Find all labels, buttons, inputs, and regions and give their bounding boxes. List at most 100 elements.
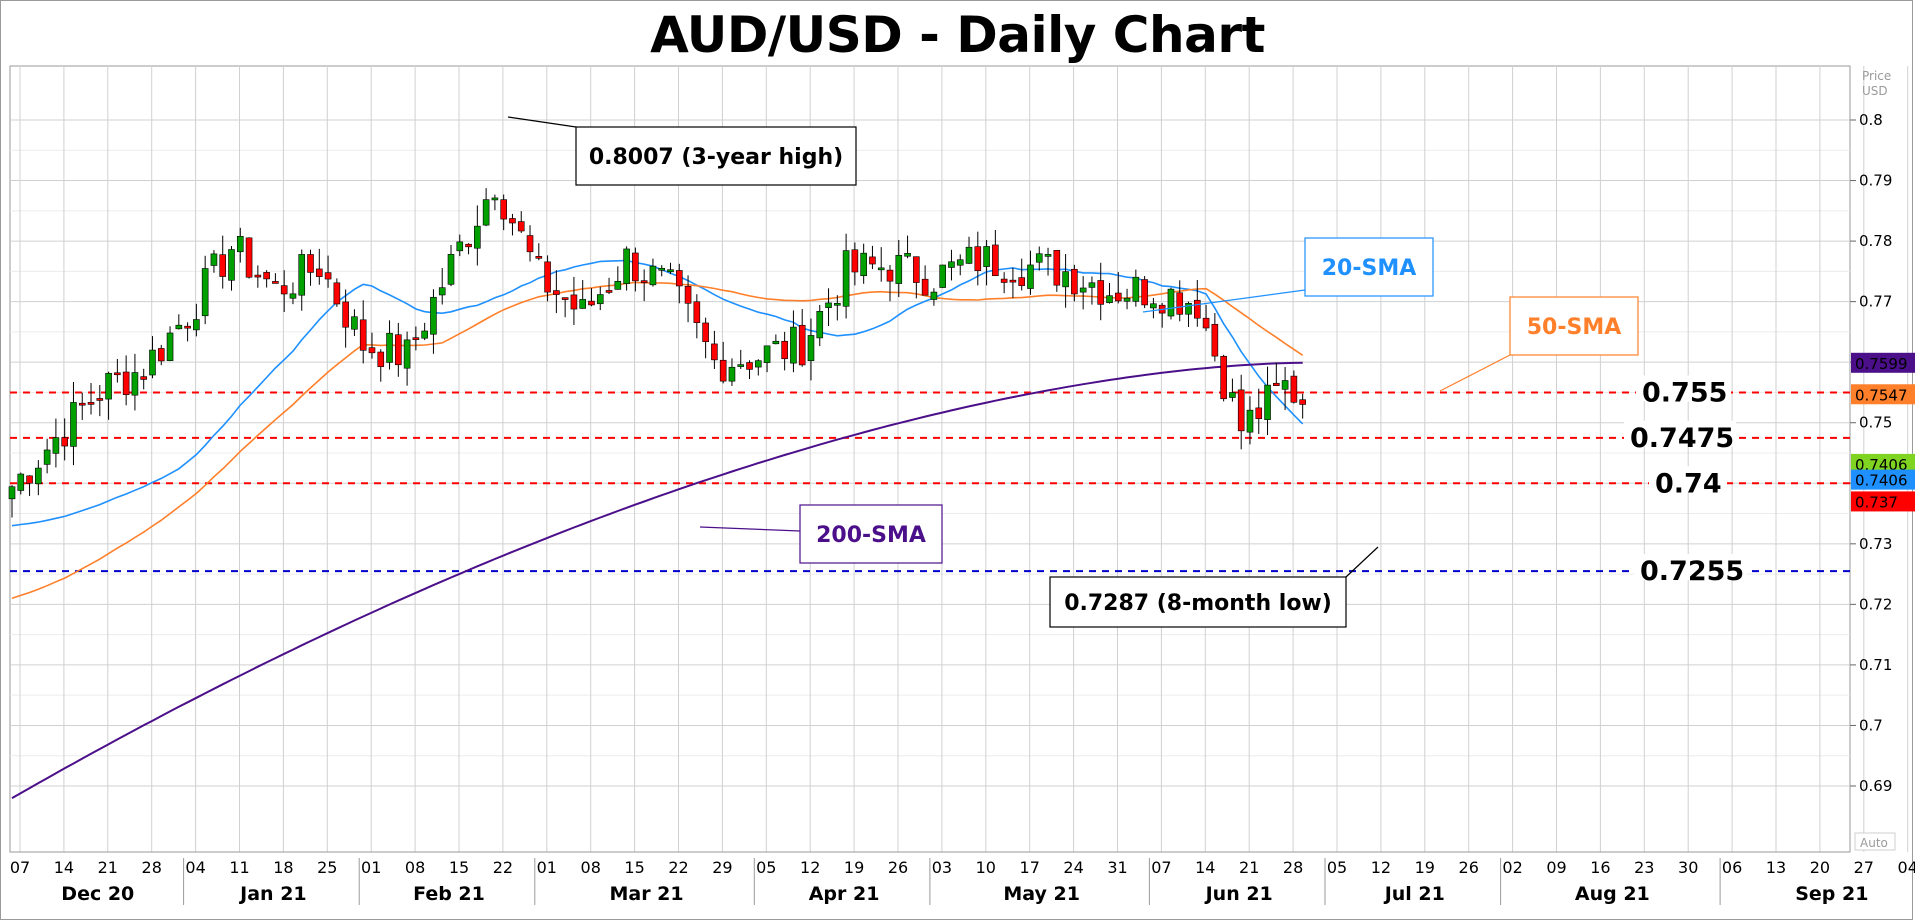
candle-body bbox=[570, 294, 578, 310]
candle-body bbox=[702, 322, 709, 343]
tag-price-green-text: 0.7406 bbox=[1855, 456, 1908, 474]
candle-body bbox=[649, 265, 657, 286]
x-tick-label: 25 bbox=[317, 858, 337, 877]
y-tick-label: 0.69 bbox=[1859, 777, 1892, 795]
x-tick-label: 28 bbox=[1283, 858, 1303, 877]
candle-body bbox=[61, 437, 68, 447]
x-tick-label: 04 bbox=[185, 858, 205, 877]
candle-body bbox=[307, 254, 314, 273]
x-month-label: Apr 21 bbox=[809, 883, 880, 905]
x-tick-label: 12 bbox=[800, 858, 820, 877]
candle-body bbox=[245, 237, 253, 278]
candle-body bbox=[834, 302, 841, 306]
candle-body bbox=[456, 241, 464, 252]
x-month-label: Sep 21 bbox=[1795, 883, 1868, 905]
candle-body bbox=[219, 254, 227, 277]
candle-body bbox=[895, 255, 903, 284]
candle-body bbox=[184, 325, 191, 329]
candle-body bbox=[517, 221, 525, 232]
candle-body bbox=[333, 282, 341, 305]
level-label-0.7475: 0.7475 bbox=[1630, 423, 1734, 454]
y-tick-label: 0.7 bbox=[1859, 716, 1883, 734]
x-month-label: Mar 21 bbox=[609, 883, 683, 905]
tag-sma50-text: 0.7547 bbox=[1855, 386, 1908, 404]
y-tick-label: 0.73 bbox=[1859, 535, 1892, 553]
candle-body bbox=[298, 254, 306, 296]
candle-body bbox=[1246, 409, 1254, 433]
candle-body bbox=[412, 337, 420, 340]
candle-body bbox=[280, 285, 288, 295]
candle-body bbox=[131, 372, 139, 396]
x-tick-label: 21 bbox=[98, 858, 118, 877]
x-tick-label: 02 bbox=[1502, 858, 1522, 877]
candle-body bbox=[1281, 380, 1289, 390]
x-tick-label: 07 bbox=[1151, 858, 1171, 877]
candle-body bbox=[974, 246, 982, 272]
sma-line-20-SMA bbox=[11, 259, 1304, 527]
candle-body bbox=[939, 264, 946, 288]
candle-body bbox=[1220, 355, 1227, 400]
candle-body bbox=[526, 235, 534, 253]
candle-body bbox=[807, 335, 815, 361]
candle-body bbox=[1167, 288, 1175, 317]
candle-body bbox=[1044, 254, 1052, 257]
candle-body bbox=[35, 467, 42, 485]
candle-body bbox=[263, 272, 270, 280]
y-tick-label: 0.78 bbox=[1859, 232, 1892, 250]
sma-line-50-SMA bbox=[11, 281, 1304, 600]
candle-body bbox=[728, 366, 736, 382]
candle-body bbox=[1290, 375, 1298, 403]
candle-body bbox=[368, 347, 376, 354]
candle-body bbox=[992, 244, 999, 277]
candle-body bbox=[43, 449, 51, 465]
candle-body bbox=[711, 343, 718, 361]
y-tick-label: 0.75 bbox=[1859, 414, 1892, 432]
level-label-bg bbox=[1624, 420, 1736, 447]
candle-body bbox=[96, 398, 104, 401]
candle-body bbox=[983, 246, 990, 267]
candle-body bbox=[746, 362, 753, 370]
candle-body bbox=[87, 402, 95, 405]
candle-body bbox=[886, 269, 894, 282]
tag-sma50 bbox=[1851, 384, 1915, 405]
y-tick-label: 0.8 bbox=[1859, 111, 1883, 129]
x-tick-label: 18 bbox=[273, 858, 293, 877]
candle-body bbox=[1114, 292, 1122, 302]
candle-body bbox=[1123, 297, 1131, 302]
x-tick-label: 27 bbox=[1854, 858, 1874, 877]
x-tick-label: 20 bbox=[1810, 858, 1830, 877]
candle-body bbox=[719, 359, 727, 382]
candle-body bbox=[1097, 280, 1105, 305]
chart-title: AUD/USD - Daily Chart bbox=[650, 6, 1265, 64]
candle-body bbox=[913, 256, 920, 283]
candle-body bbox=[596, 294, 604, 305]
axis-caption-price: Price bbox=[1862, 69, 1891, 83]
candle-body bbox=[140, 376, 147, 380]
level-label-0.74: 0.74 bbox=[1655, 468, 1722, 499]
candle-body bbox=[561, 297, 569, 300]
candle-body bbox=[1088, 282, 1096, 288]
callout-3yr-high-text: 0.8007 (3-year high) bbox=[589, 145, 843, 170]
tag-sma200 bbox=[1851, 352, 1915, 373]
candle-body bbox=[684, 286, 692, 304]
candle-body bbox=[877, 267, 885, 271]
candle-body bbox=[553, 290, 560, 295]
y-tick-label: 0.72 bbox=[1859, 595, 1892, 613]
candle-body bbox=[1255, 407, 1263, 420]
candle-body bbox=[754, 360, 762, 368]
candle-body bbox=[790, 326, 797, 364]
callout-sma50-leader bbox=[1439, 354, 1511, 392]
candle-body bbox=[930, 291, 938, 300]
candle-body bbox=[386, 332, 393, 363]
candle-body bbox=[544, 261, 551, 293]
candle-body bbox=[1185, 303, 1192, 315]
x-tick-label: 01 bbox=[361, 858, 381, 877]
candle-body bbox=[395, 334, 402, 366]
x-tick-label: 22 bbox=[668, 858, 688, 877]
x-tick-label: 31 bbox=[1107, 858, 1127, 877]
x-month-label: Aug 21 bbox=[1575, 883, 1650, 905]
x-tick-label: 19 bbox=[1415, 858, 1435, 877]
candle-body bbox=[772, 340, 780, 345]
tag-price-green bbox=[1851, 453, 1915, 474]
candle-body bbox=[921, 278, 929, 296]
